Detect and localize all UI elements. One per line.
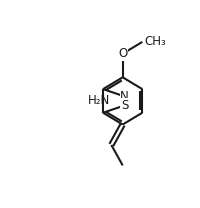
Text: S: S <box>121 99 128 112</box>
Text: H₂N: H₂N <box>88 94 110 107</box>
Text: CH₃: CH₃ <box>144 35 166 48</box>
Text: O: O <box>118 47 127 60</box>
Text: N: N <box>120 90 129 103</box>
